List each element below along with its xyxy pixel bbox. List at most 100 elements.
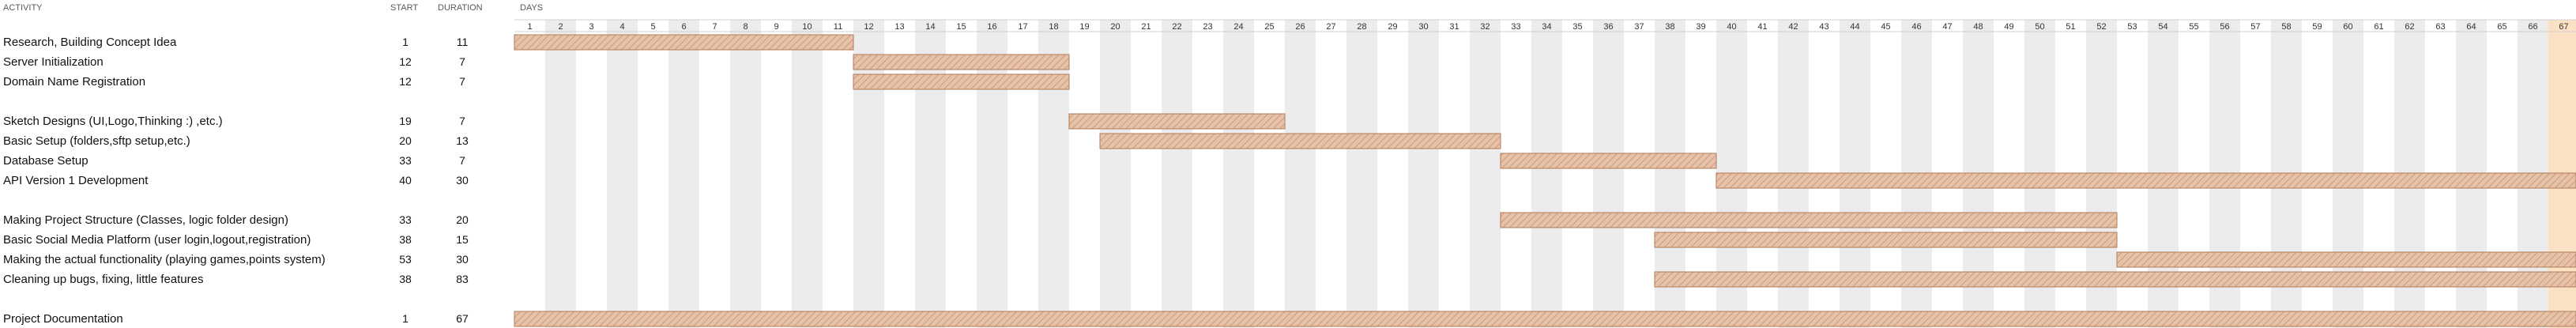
day-number-label: 3 xyxy=(589,22,593,32)
day-number-label: 10 xyxy=(802,22,812,32)
day-column-shade xyxy=(853,20,884,328)
day-column-shade xyxy=(1470,20,1501,328)
activity-label: Sketch Designs (UI,Logo,Thinking :) ,etc… xyxy=(3,115,223,128)
day-number-label: 47 xyxy=(1942,22,1952,32)
gantt-bar xyxy=(1500,212,2118,228)
day-column-shade xyxy=(545,20,576,328)
gantt-bar xyxy=(1654,271,2576,288)
day-number-label: 4 xyxy=(620,22,624,32)
start-value: 19 xyxy=(399,115,412,127)
day-number-label: 58 xyxy=(2281,22,2291,32)
day-number-label: 31 xyxy=(1449,22,1459,32)
day-number-label: 28 xyxy=(1357,22,1366,32)
duration-value: 7 xyxy=(459,55,465,68)
day-number-label: 35 xyxy=(1572,22,1582,32)
activity-label: API Version 1 Development xyxy=(3,174,149,187)
day-number-label: 57 xyxy=(2250,22,2260,32)
gantt-bar xyxy=(853,54,1070,70)
day-number-label: 36 xyxy=(1603,22,1613,32)
day-number-label: 60 xyxy=(2343,22,2352,32)
day-number-label: 30 xyxy=(1418,22,1428,32)
gantt-bar xyxy=(1068,113,1286,130)
gantt-bar xyxy=(514,311,2576,327)
day-number-label: 39 xyxy=(1696,22,1705,32)
day-number-label: 8 xyxy=(743,22,748,32)
day-number-label: 13 xyxy=(894,22,904,32)
day-number-label: 66 xyxy=(2528,22,2537,32)
day-number-label: 17 xyxy=(1018,22,1027,32)
gantt-bar xyxy=(1654,232,2118,248)
start-value: 1 xyxy=(402,36,409,48)
start-value: 33 xyxy=(399,213,412,226)
day-column-shade xyxy=(668,20,699,328)
day-number-label: 27 xyxy=(1326,22,1335,32)
gantt-bar xyxy=(853,74,1070,90)
day-number-label: 50 xyxy=(2035,22,2044,32)
day-number-label: 43 xyxy=(1819,22,1828,32)
day-number-label: 49 xyxy=(2004,22,2013,32)
day-column-shade xyxy=(977,20,1007,328)
day-number-label: 54 xyxy=(2158,22,2167,32)
duration-value: 11 xyxy=(457,36,469,48)
day-number-label: 45 xyxy=(1881,22,1890,32)
day-column-shade xyxy=(1531,20,1562,328)
start-value: 12 xyxy=(399,55,412,68)
day-number-label: 23 xyxy=(1203,22,1212,32)
day-column-shade xyxy=(1346,20,1377,328)
day-number-label: 15 xyxy=(956,22,966,32)
activity-label: Basic Setup (folders,sftp setup,etc.) xyxy=(3,134,190,148)
duration-value: 7 xyxy=(459,115,465,127)
day-number-label: 9 xyxy=(774,22,778,32)
day-number-label: 32 xyxy=(1480,22,1489,32)
activity-label: Domain Name Registration xyxy=(3,75,145,89)
day-number-label: 20 xyxy=(1110,22,1120,32)
activity-label: Database Setup xyxy=(3,154,89,168)
day-number-label: 25 xyxy=(1264,22,1274,32)
day-column-shade xyxy=(915,20,946,328)
day-number-label: 44 xyxy=(1850,22,1859,32)
day-number-label: 1 xyxy=(527,22,532,32)
day-number-label: 16 xyxy=(987,22,996,32)
start-value: 38 xyxy=(399,233,412,246)
day-column-shade xyxy=(1223,20,1254,328)
activity-label: Making Project Structure (Classes, logic… xyxy=(3,213,288,227)
day-number-label: 41 xyxy=(1757,22,1767,32)
days-header: DAYS xyxy=(520,3,543,13)
day-number-label: 40 xyxy=(1727,22,1736,32)
day-number-label: 33 xyxy=(1511,22,1520,32)
day-number-label: 37 xyxy=(1634,22,1644,32)
day-number-label: 34 xyxy=(1542,22,1551,32)
start-value: 1 xyxy=(402,312,409,325)
start-value: 12 xyxy=(399,75,412,88)
day-number-label: 64 xyxy=(2466,22,2476,32)
day-number-label: 52 xyxy=(2096,22,2106,32)
day-number-label: 19 xyxy=(1079,22,1089,32)
day-column-shade xyxy=(1038,20,1069,328)
day-number-label: 14 xyxy=(925,22,935,32)
gantt-bar xyxy=(1715,172,2576,189)
day-number-label: 11 xyxy=(834,22,842,32)
activity-label: Making the actual functionality (playing… xyxy=(3,253,326,266)
day-column-shade xyxy=(1100,20,1131,328)
day-number-label: 22 xyxy=(1172,22,1181,32)
day-number-label: 5 xyxy=(650,22,655,32)
day-column-shade xyxy=(730,20,761,328)
day-column-shade xyxy=(607,20,638,328)
duration-value: 7 xyxy=(459,75,465,88)
start-value: 33 xyxy=(399,154,412,167)
day-number-label: 61 xyxy=(2374,22,2383,32)
duration-value: 20 xyxy=(456,213,469,226)
day-number-label: 65 xyxy=(2497,22,2506,32)
day-number-label: 26 xyxy=(1295,22,1305,32)
day-number-label: 67 xyxy=(2559,22,2568,32)
start-value: 20 xyxy=(399,134,412,147)
day-number-label: 21 xyxy=(1141,22,1151,32)
duration-value: 67 xyxy=(456,312,469,325)
gantt-bar xyxy=(2116,251,2576,268)
day-number-label: 38 xyxy=(1665,22,1674,32)
day-number-label: 63 xyxy=(2435,22,2445,32)
day-number-label: 29 xyxy=(1388,22,1397,32)
day-number-label: 55 xyxy=(2189,22,2198,32)
start-value: 38 xyxy=(399,273,412,285)
activity-label: Basic Social Media Platform (user login,… xyxy=(3,233,311,247)
